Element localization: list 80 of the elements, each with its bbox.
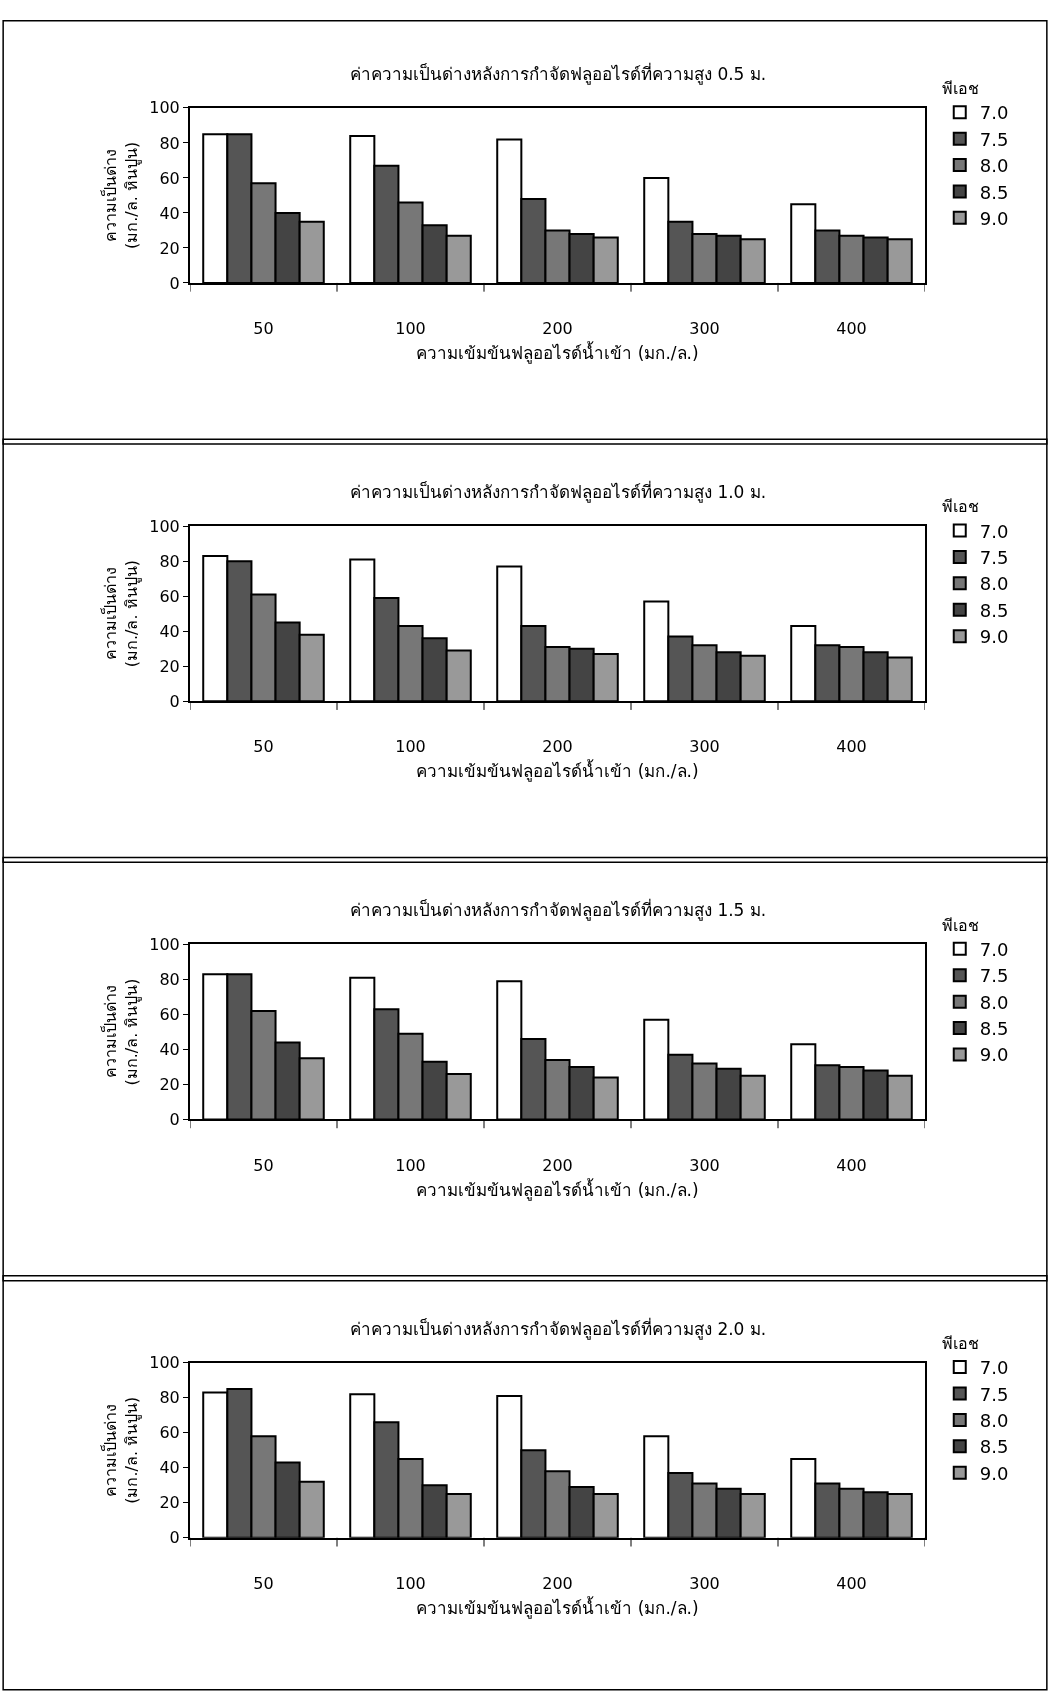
legend-label: 7.5 — [979, 546, 1009, 568]
y-tick-label: 40 — [159, 203, 180, 223]
y-tick-label: 0 — [169, 1110, 180, 1130]
legend-label: 7.0 — [979, 1357, 1009, 1379]
y-tick-label: 100 — [149, 516, 180, 536]
x-tick-label: 400 — [836, 1573, 867, 1593]
x-axis-title: ความเข้มข้นฟลูออไรด์น้ำเข้า (มก./ล.) — [416, 1177, 699, 1201]
legend-title: พีเอช — [941, 497, 979, 517]
legend-label: 7.0 — [979, 520, 1009, 542]
chart-title: ค่าความเป็นด่างหลังการกำจัดฟลูออไรด์ที่ความสูง 1.0 ม. — [350, 480, 767, 503]
legend-title: พีเอช — [941, 79, 979, 99]
y-tick-label: 0 — [169, 691, 180, 711]
legend-label: 9.0 — [979, 1462, 1009, 1484]
x-tick-label: 100 — [395, 1573, 426, 1593]
y-tick-label: 0 — [169, 273, 180, 293]
y-tick-label: 100 — [149, 98, 180, 118]
x-tick-label: 50 — [253, 1573, 274, 1593]
x-tick-label: 50 — [253, 319, 274, 339]
legend-label: 7.0 — [979, 938, 1009, 960]
x-tick-label: 200 — [542, 1155, 573, 1175]
x-tick-label: 200 — [542, 319, 573, 339]
legend-label: 9.0 — [979, 626, 1009, 648]
legend-label: 7.5 — [979, 1383, 1009, 1405]
y-axis-title: ความเป็นด่าง (มก./ล. หินปูน) — [99, 560, 142, 668]
y-axis-title: ความเป็นด่าง (มก./ล. หินปูน) — [99, 1396, 142, 1504]
x-tick-label: 200 — [542, 737, 573, 757]
y-tick-label: 60 — [159, 586, 180, 606]
legend-label: 8.5 — [979, 1436, 1009, 1458]
legend-label: 8.0 — [979, 991, 1009, 1013]
y-tick-label: 80 — [159, 1388, 180, 1408]
x-tick-label: 400 — [836, 1155, 867, 1175]
x-tick-label: 200 — [542, 1573, 573, 1593]
y-tick-label: 20 — [159, 656, 180, 676]
legend-title: พีเอช — [941, 1333, 979, 1353]
legend-label: 9.0 — [979, 207, 1009, 229]
y-tick-label: 20 — [159, 1493, 180, 1513]
legend-label: 8.0 — [979, 1409, 1009, 1431]
legend-label: 7.5 — [979, 965, 1009, 987]
x-tick-label: 50 — [253, 737, 274, 757]
y-tick-label: 60 — [159, 168, 180, 188]
y-tick-label: 20 — [159, 238, 180, 258]
x-tick-label: 300 — [689, 319, 720, 339]
legend-label: 7.0 — [979, 102, 1009, 124]
legend-label: 8.0 — [979, 155, 1009, 177]
y-tick-label: 80 — [159, 133, 180, 153]
y-tick-label: 20 — [159, 1075, 180, 1095]
y-axis-title: ความเป็นด่าง (มก./ล. หินปูน) — [99, 978, 142, 1086]
y-tick-label: 80 — [159, 970, 180, 990]
x-tick-label: 100 — [395, 319, 426, 339]
x-axis-title: ความเข้มข้นฟลูออไรด์น้ำเข้า (มก./ล.) — [416, 759, 699, 783]
legend-label: 8.5 — [979, 599, 1009, 621]
y-tick-label: 40 — [159, 621, 180, 641]
y-tick-label: 100 — [149, 1353, 180, 1373]
legend-label: 8.5 — [979, 181, 1009, 203]
x-tick-label: 100 — [395, 1155, 426, 1175]
x-axis-title: ความเข้มข้นฟลูออไรด์น้ำเข้า (มก./ล.) — [416, 341, 699, 365]
x-axis-title: ความเข้มข้นฟลูออไรด์น้ำเข้า (มก./ล.) — [416, 1595, 699, 1619]
chart-title: ค่าความเป็นด่างหลังการกำจัดฟลูออไรด์ที่ความสูง 2.0 ม. — [350, 1317, 767, 1340]
x-tick-label: 300 — [689, 737, 720, 757]
y-tick-label: 100 — [149, 935, 180, 955]
x-tick-label: 300 — [689, 1155, 720, 1175]
x-tick-label: 300 — [689, 1573, 720, 1593]
y-tick-label: 60 — [159, 1423, 180, 1443]
y-tick-label: 40 — [159, 1458, 180, 1478]
legend-label: 9.0 — [979, 1044, 1009, 1066]
legend-label: 7.5 — [979, 128, 1009, 150]
x-tick-label: 100 — [395, 737, 426, 757]
chart-title: ค่าความเป็นด่างหลังการกำจัดฟลูออไรด์ที่ความสูง 1.5 ม. — [350, 898, 767, 921]
y-tick-label: 60 — [159, 1005, 180, 1025]
y-axis-title: ความเป็นด่าง (มก./ล. หินปูน) — [99, 141, 142, 249]
legend-label: 8.5 — [979, 1018, 1009, 1040]
x-tick-label: 400 — [836, 319, 867, 339]
x-tick-label: 400 — [836, 737, 867, 757]
y-tick-label: 40 — [159, 1040, 180, 1060]
chart-title: ค่าความเป็นด่างหลังการกำจัดฟลูออไรด์ที่ความสูง 0.5 ม. — [350, 62, 767, 85]
y-tick-label: 0 — [169, 1528, 180, 1548]
x-tick-label: 50 — [253, 1155, 274, 1175]
legend-title: พีเอช — [941, 915, 979, 935]
legend-label: 8.0 — [979, 573, 1009, 595]
y-tick-label: 80 — [159, 551, 180, 571]
